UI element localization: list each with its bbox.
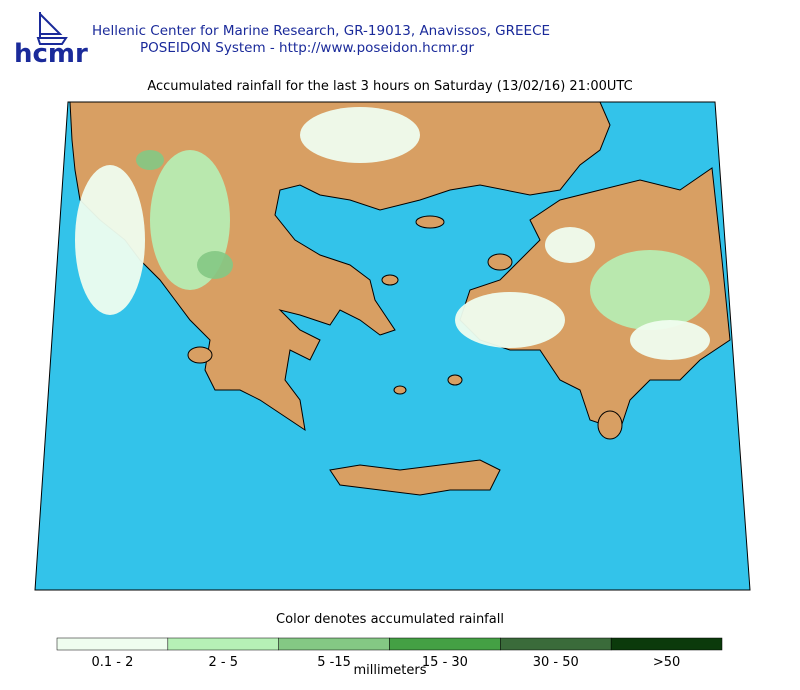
map [34,101,751,591]
island [187,346,213,364]
logo-ship [36,12,68,45]
rain-area [197,251,233,279]
legend-swatch [167,637,279,651]
legend-label: 2 - 5 [209,655,239,670]
island [415,215,445,229]
legend-unit: millimeters [354,663,427,678]
legend-label: >50 [653,655,680,670]
legend-label: 30 - 50 [533,655,579,670]
legend-swatch [389,637,501,651]
header-line: POSEIDON System - http://www.poseidon.hc… [140,40,474,56]
legend-caption: Color denotes accumulated rainfall [276,612,504,627]
rain-area [300,107,420,163]
header-line: Hellenic Center for Marine Research, GR-… [92,23,550,39]
legend-label: 15 - 30 [422,655,468,670]
rain-area [630,320,710,360]
rain-area [590,250,710,330]
legend-label: 5 -15 [317,655,351,670]
rain-area [545,227,595,263]
legend: 0.1 - 2 2 - 5 5 -15 15 - 30 30 - 50 >50 [56,637,723,670]
legend-swatch [278,637,390,651]
legend-label: 0.1 - 2 [91,655,133,670]
rain-area [455,292,565,348]
logo-text: hcmr [14,39,88,69]
rain-area [136,150,164,170]
legend-swatch [56,637,169,651]
logo: hcmr [14,12,88,69]
legend-swatch [500,637,612,651]
island [393,385,407,395]
map-title: Accumulated rainfall for the last 3 hour… [147,79,632,94]
island [487,253,513,271]
island [447,374,463,386]
island [381,274,399,286]
rain-area [75,165,145,315]
island [597,410,623,440]
land-crete [329,459,501,496]
legend-swatch [610,637,723,651]
